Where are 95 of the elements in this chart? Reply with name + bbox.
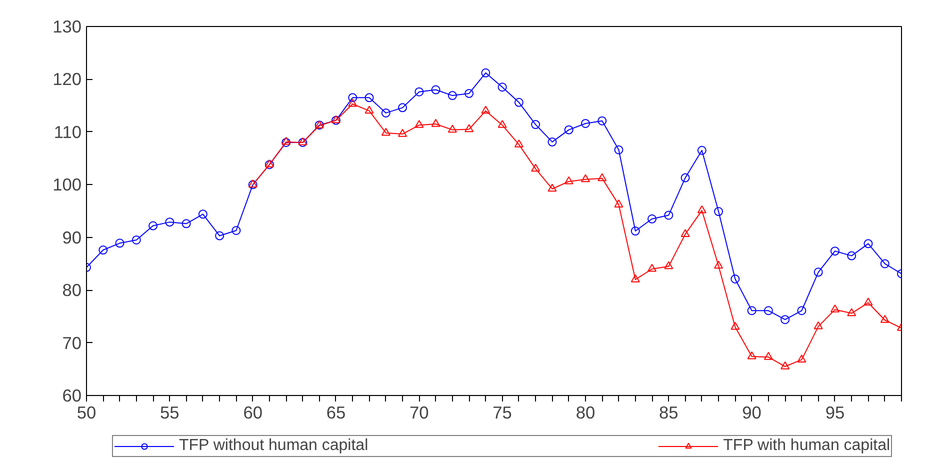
point	[780, 315, 790, 324]
point	[830, 304, 840, 312]
point	[614, 200, 624, 208]
x-tick-label: 75	[492, 402, 512, 422]
point	[148, 221, 158, 230]
point	[797, 306, 806, 316]
legend-label: TFP without human capital	[179, 437, 368, 455]
point	[847, 251, 856, 260]
y-tick-label: 70	[62, 332, 82, 353]
point	[232, 226, 241, 235]
point	[498, 82, 507, 92]
point	[98, 246, 108, 254]
point	[548, 137, 557, 146]
point	[514, 98, 524, 107]
point	[814, 268, 823, 277]
y-tick-label: 80	[62, 280, 82, 300]
point	[847, 308, 856, 316]
point	[464, 88, 474, 98]
point	[115, 238, 124, 248]
point	[730, 322, 740, 330]
point	[381, 128, 390, 136]
point	[481, 106, 490, 114]
point	[364, 106, 374, 114]
point	[215, 231, 224, 240]
x-tick-label: 60	[243, 402, 262, 422]
point	[864, 239, 873, 248]
x-tick-label: 95	[825, 402, 845, 422]
y-tick-label: 120	[52, 69, 82, 90]
point	[648, 264, 657, 272]
point	[697, 146, 706, 155]
point	[564, 176, 574, 184]
point	[514, 139, 524, 148]
point	[630, 226, 640, 236]
point	[814, 321, 823, 330]
point	[548, 184, 557, 192]
point	[797, 354, 806, 362]
x-tick-label: 70	[410, 402, 429, 422]
point	[664, 210, 674, 220]
point	[764, 306, 773, 316]
point	[880, 259, 890, 268]
point	[431, 118, 440, 127]
point	[182, 219, 191, 228]
point	[348, 98, 358, 107]
point	[830, 246, 840, 256]
point	[747, 306, 756, 316]
point	[630, 274, 640, 282]
point	[165, 218, 174, 227]
point	[132, 236, 141, 244]
point	[498, 120, 507, 128]
point	[481, 68, 490, 78]
point	[398, 128, 408, 137]
point	[381, 108, 390, 118]
point	[531, 164, 540, 172]
point	[730, 274, 740, 284]
point	[864, 298, 873, 306]
y-tick-label: 110	[54, 122, 82, 142]
point	[414, 120, 424, 128]
point	[580, 119, 590, 128]
point	[780, 361, 790, 370]
point	[697, 205, 706, 214]
x-tick-label: 50	[76, 402, 96, 422]
point	[598, 116, 607, 126]
y-tick-label: 100	[52, 174, 82, 195]
x-tick-label: 90	[742, 402, 762, 422]
point	[398, 103, 408, 112]
y-tick-label: 130	[52, 16, 82, 36]
x-tick-label: 65	[326, 402, 346, 422]
y-tick-label: 90	[62, 227, 82, 248]
point	[764, 352, 773, 360]
point	[448, 124, 457, 133]
point	[664, 261, 674, 270]
point	[614, 145, 624, 154]
point	[448, 91, 457, 100]
point	[364, 93, 374, 102]
point	[648, 214, 657, 224]
y-tick-label: 60	[62, 386, 82, 406]
x-tick-label: 85	[659, 402, 678, 422]
point	[414, 87, 424, 96]
legend-label: TFP with human capital	[723, 437, 890, 455]
x-tick-label: 55	[160, 402, 180, 422]
point	[464, 124, 474, 132]
x-tick-label: 80	[576, 402, 596, 422]
point	[564, 125, 574, 134]
point	[431, 85, 440, 94]
point	[598, 173, 607, 182]
point	[531, 120, 540, 130]
point	[714, 260, 724, 269]
point	[747, 351, 756, 360]
point	[348, 93, 358, 102]
point	[680, 229, 690, 238]
point	[580, 174, 590, 182]
point	[880, 315, 890, 323]
point	[680, 173, 690, 182]
point	[714, 207, 724, 216]
point	[198, 210, 208, 219]
